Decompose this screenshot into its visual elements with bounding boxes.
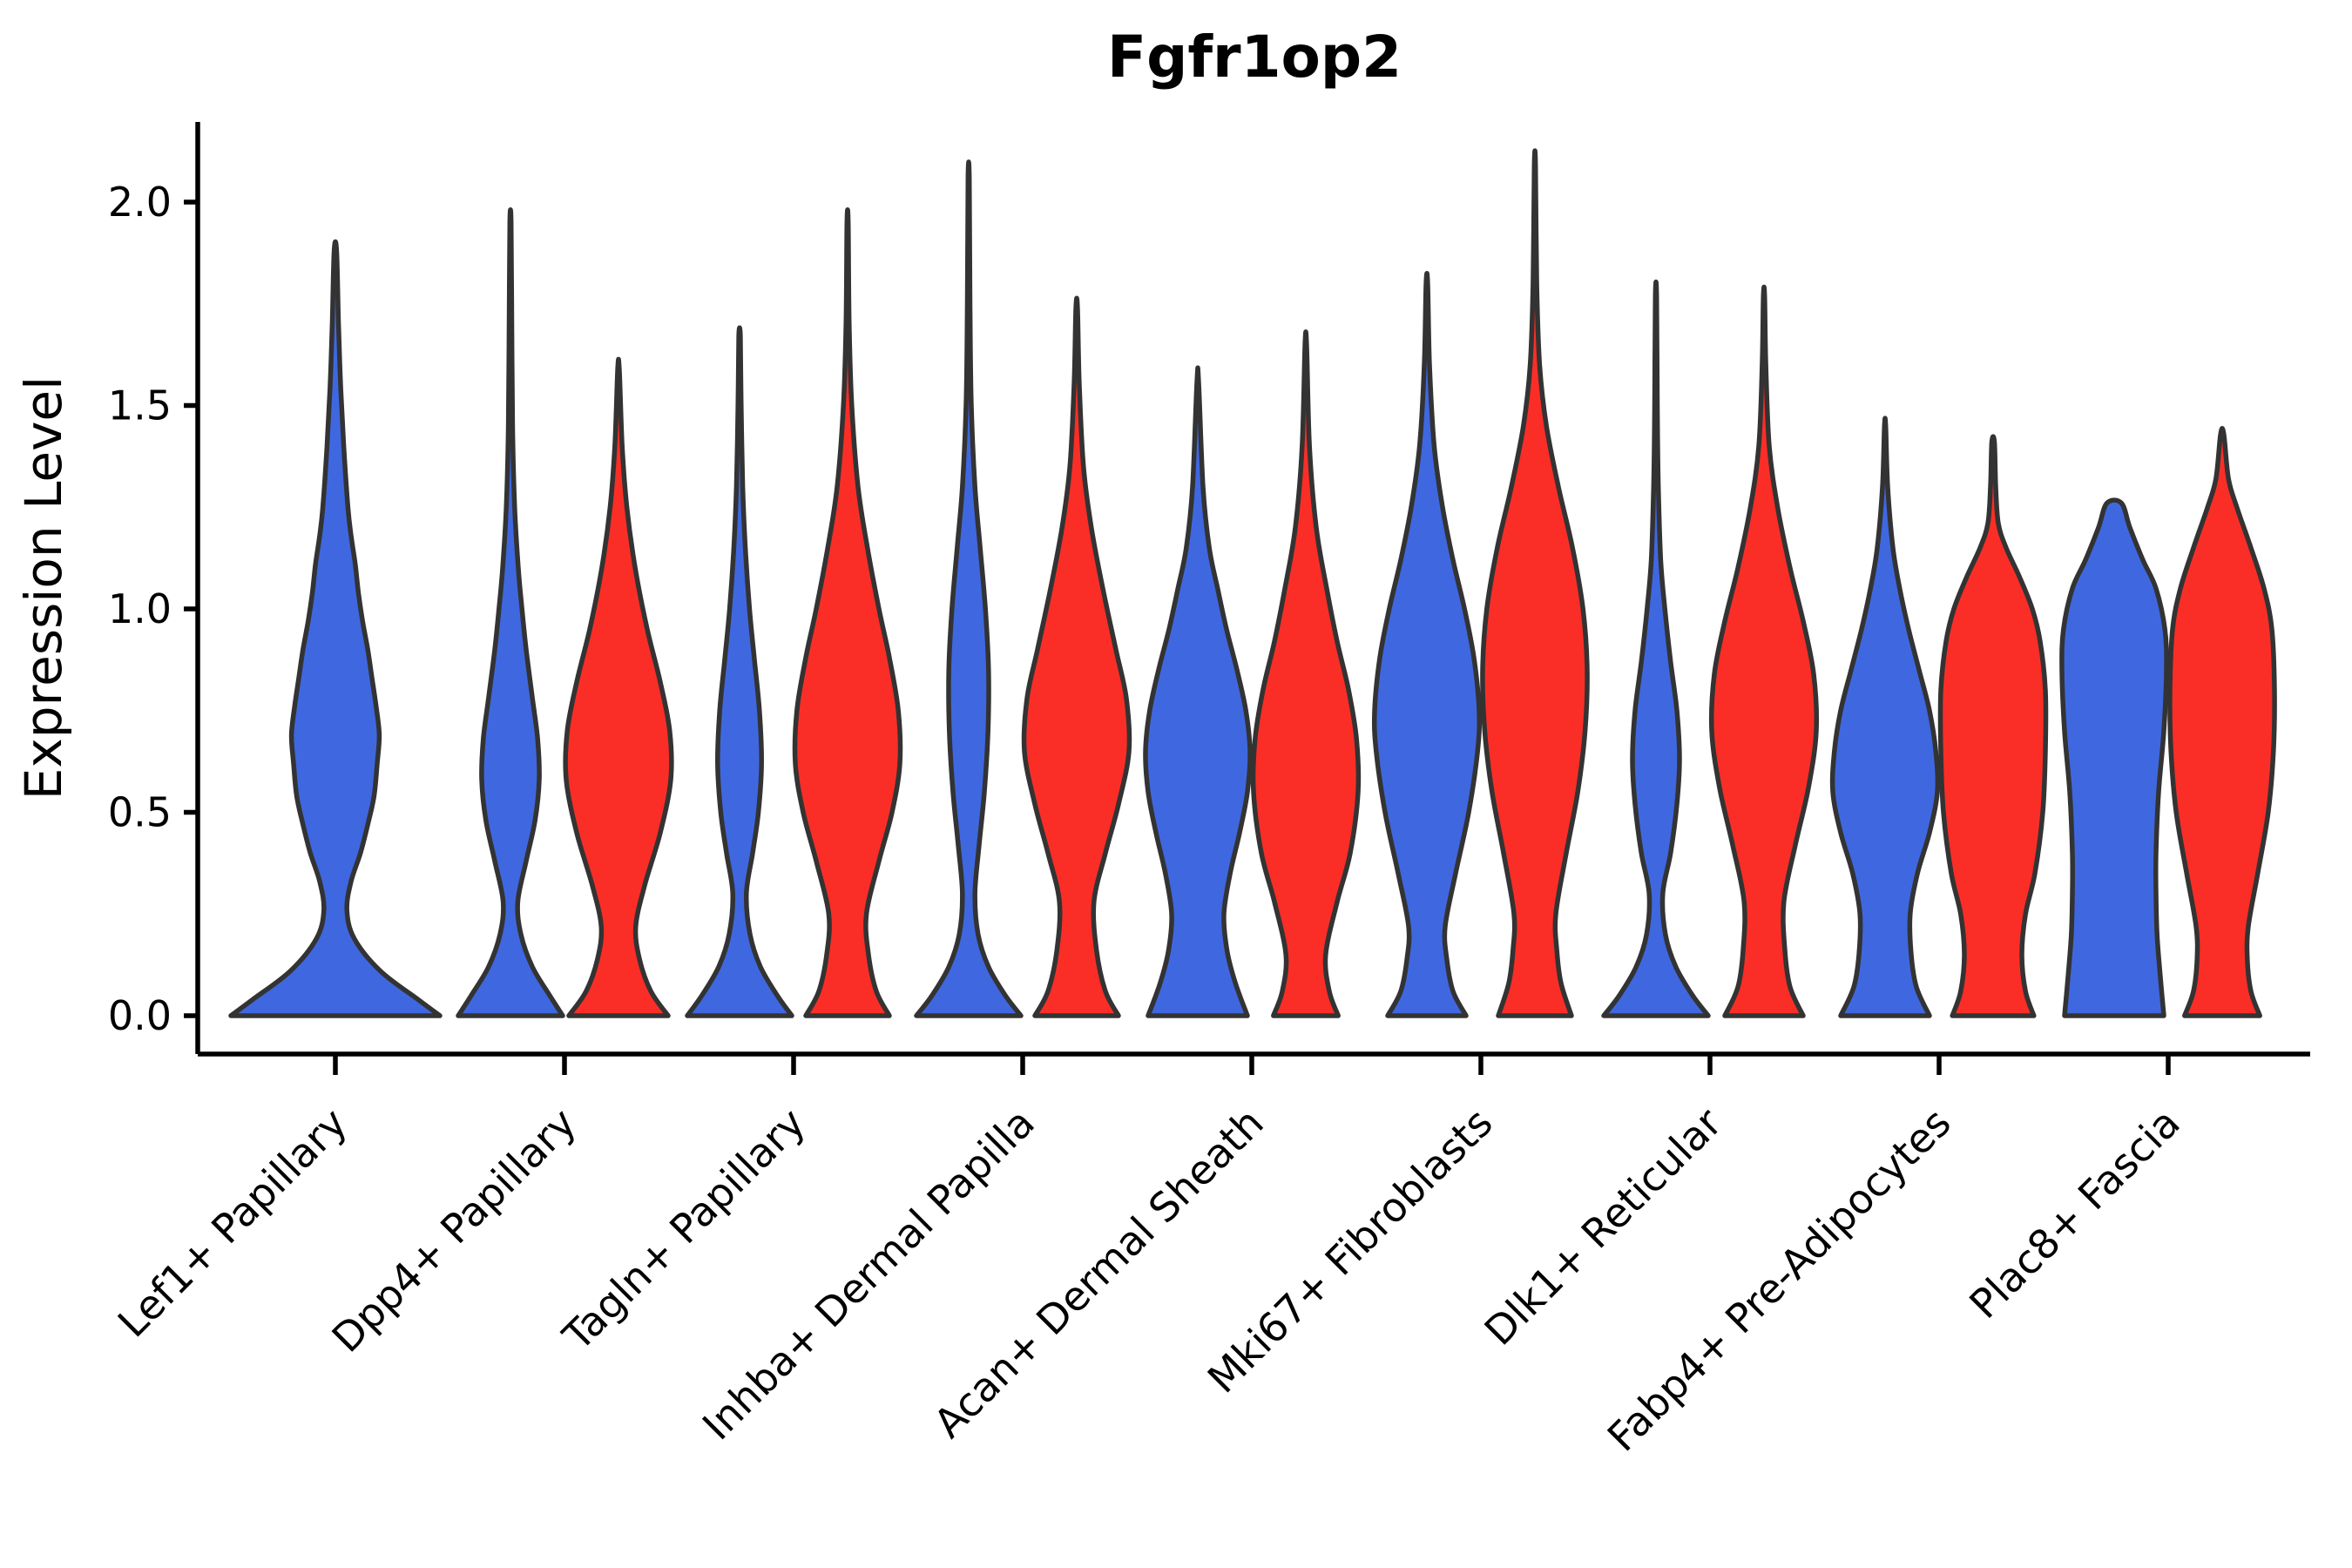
y-axis-label: Expression Level <box>14 376 73 800</box>
violin-acan-dermal-sheath-red <box>1250 329 1362 1018</box>
violin-inhba-dermal-papilla-blue <box>914 159 1024 1018</box>
violin-plac8-fascia-blue <box>2059 497 2169 1018</box>
violin-dlk1-reticular-blue <box>1601 279 1711 1018</box>
y-tick-label: 1.5 <box>108 382 172 429</box>
violin-mki67-fibroblasts-red <box>1480 148 1590 1018</box>
y-tick-label: 2.0 <box>108 179 172 226</box>
violins-layer <box>228 148 2277 1018</box>
violin-plac8-fascia-red <box>2167 426 2277 1018</box>
axes: 0.0 0.5 1.0 1.5 2.0 <box>108 122 2310 1075</box>
y-tick-label: 1.0 <box>108 585 172 632</box>
violin-dpp4-papillary-red <box>563 356 674 1018</box>
y-tick-label: 0.5 <box>108 789 172 836</box>
violin-dlk1-reticular-red <box>1708 284 1820 1018</box>
violin-lef1-papillary-blue <box>228 239 443 1018</box>
y-tick-label: 0.0 <box>108 992 172 1039</box>
violin-acan-dermal-sheath-blue <box>1143 365 1253 1018</box>
violin-tagln-papillary-red <box>792 207 903 1018</box>
violin-fabp4-pre-adipocytes-blue <box>1829 416 1941 1018</box>
chart-title: Fgfr1op2 <box>1107 24 1402 91</box>
violin-dpp4-papillary-blue <box>456 207 565 1018</box>
violin-fabp4-pre-adipocytes-red <box>1937 434 2049 1018</box>
violin-tagln-papillary-blue <box>685 325 794 1018</box>
violin-inhba-dermal-papilla-red <box>1021 295 1132 1018</box>
violin-mki67-fibroblasts-blue <box>1371 270 1483 1018</box>
